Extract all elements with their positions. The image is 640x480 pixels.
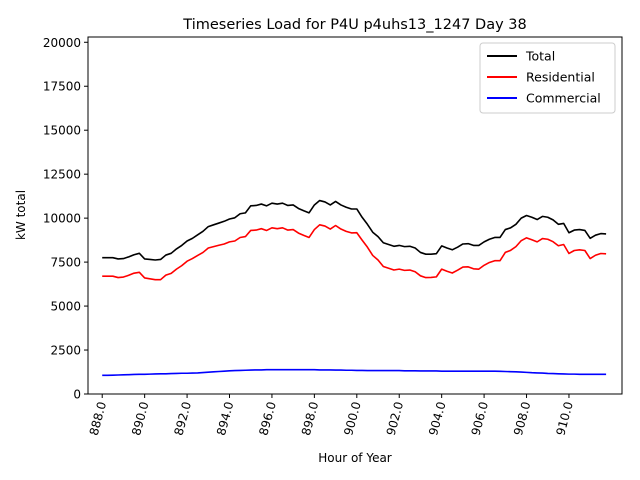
- legend-label-commercial: Commercial: [526, 91, 601, 106]
- y-tick-label: 5000: [50, 300, 81, 314]
- legend: Total Residential Commercial: [479, 42, 616, 114]
- series-line-residential: [102, 224, 607, 281]
- y-tick-label: 10000: [43, 212, 81, 226]
- y-tick-label: 12500: [43, 168, 81, 182]
- series-line-commercial: [102, 368, 607, 377]
- legend-box: [479, 42, 616, 114]
- plot-lines: [102, 199, 607, 377]
- y-tick-label: 2500: [50, 344, 81, 358]
- y-tick-label: 7500: [50, 256, 81, 270]
- x-axis-title: Hour of Year: [318, 451, 392, 465]
- y-tick-label: 15000: [43, 124, 81, 138]
- series-line-total: [102, 199, 607, 261]
- y-axis-title: kW total: [14, 190, 28, 240]
- legend-label-total: Total: [525, 49, 555, 64]
- y-tick-label: 17500: [43, 80, 81, 94]
- y-axis: 0 2500 5000 7500 10000 12500 15000 17500 20000: [43, 36, 88, 402]
- y-tick-label: 20000: [43, 36, 81, 50]
- plot-frame: [87, 36, 623, 395]
- chart-title: Timeseries Load for P4U p4uhs13_1247 Day…: [182, 17, 526, 33]
- legend-label-residential: Residential: [526, 70, 595, 85]
- y-tick-label: 0: [73, 388, 81, 402]
